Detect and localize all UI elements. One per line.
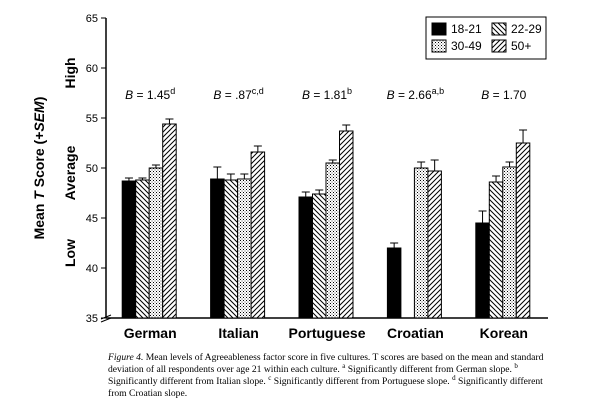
error-bar-german-50+: [165, 118, 174, 124]
category-label-german: German: [124, 325, 177, 341]
legend-label-18-21: 18-21: [451, 22, 482, 36]
figure-caption: Figure 4. Mean levels of Agreeableness f…: [108, 352, 548, 400]
caption-note-c: c Significantly different from Portugues…: [268, 373, 450, 387]
bar-korean-30-49: [502, 166, 517, 319]
error-bar-korean-50+: [519, 129, 528, 143]
bar-croatian-18-21: [386, 247, 402, 319]
error-bar-croatian-50+: [430, 159, 439, 171]
y-tick-label: 45: [86, 213, 98, 225]
legend-label-50+: 50+: [511, 39, 531, 53]
bar-portuguese-30-49: [325, 162, 340, 319]
category-label-italian: Italian: [218, 325, 258, 341]
side-label-low: Low: [62, 239, 78, 267]
category-label-korean: Korean: [480, 325, 528, 341]
caption-note-b: b Significantly different from Italian s…: [108, 361, 518, 387]
bar-italian-30-49: [237, 178, 252, 319]
bar-italian-22-29: [223, 179, 239, 319]
y-tick-label: 35: [86, 313, 98, 325]
legend-swatch-22-29: [491, 22, 507, 36]
legend-swatch-18-21: [431, 22, 447, 36]
bar-korean-22-29: [488, 181, 504, 319]
legend: 18-21 22-29 30-49 50+: [425, 16, 547, 60]
slope-annotation-croatian: B = 2.66a,b: [387, 86, 445, 102]
bar-portuguese-22-29: [312, 193, 327, 319]
y-tick-label: 65: [86, 13, 98, 25]
legend-label-22-29: 22-29: [511, 22, 542, 36]
y-tick-label: 60: [86, 63, 98, 75]
slope-annotation-italian: B = .87c,d: [213, 86, 263, 102]
y-tick-label: 50: [86, 163, 98, 175]
bar-portuguese-50+: [339, 130, 354, 319]
error-bar-croatian-18-21: [390, 242, 399, 248]
legend-swatch-50+: [491, 39, 507, 53]
legend-label-30-49: 30-49: [451, 39, 482, 53]
axis-break-mark: [100, 314, 112, 323]
bar-german-50+: [162, 123, 177, 319]
slope-annotation-portuguese: B = 1.81b: [302, 86, 352, 102]
bar-korean-50+: [515, 142, 531, 319]
figure-label: Figure 4.: [108, 352, 144, 363]
error-bar-german-30-49: [151, 164, 160, 168]
caption-note-a: a Significantly different from German sl…: [342, 361, 512, 375]
caption-note-d: d Significantly different from Croatian …: [108, 373, 543, 399]
error-bar-italian-30-49: [240, 173, 249, 179]
slope-annotation-german: B = 1.45d: [125, 86, 175, 102]
error-bar-italian-18-21: [213, 166, 222, 179]
bar-croatian-30-49: [413, 167, 429, 319]
error-bar-german-18-21: [124, 177, 133, 181]
bar-italian-50+: [250, 151, 266, 319]
bar-croatian-50+: [427, 170, 442, 319]
error-bar-korean-18-21: [478, 210, 487, 223]
category-label-portuguese: Portuguese: [288, 325, 365, 341]
error-bar-italian-50+: [253, 145, 262, 152]
error-bar-croatian-30-49: [417, 161, 426, 168]
bar-italian-18-21: [210, 178, 225, 319]
side-label-average: Average: [62, 145, 78, 200]
error-bar-korean-22-29: [492, 175, 501, 182]
error-bar-portuguese-22-29: [315, 189, 324, 194]
bar-portuguese-18-21: [298, 196, 313, 319]
y-axis-title: Mean T Score (+SEM): [31, 97, 47, 240]
agreeableness-bar-chart: 35 40 45 50 55 60 65 Low Average High Mean T Scor…: [31, 13, 548, 341]
error-bar-portuguese-18-21: [301, 191, 310, 197]
error-bar-portuguese-30-49: [328, 159, 337, 163]
slope-annotation-korean: B = 1.70: [481, 88, 526, 102]
error-bar-italian-22-29: [226, 173, 235, 180]
bar-german-22-29: [135, 179, 150, 319]
side-label-high: High: [62, 57, 78, 88]
category-label-croatian: Croatian: [387, 325, 444, 341]
bar-korean-18-21: [475, 222, 490, 319]
bar-german-18-21: [121, 180, 137, 319]
error-bar-korean-30-49: [505, 161, 514, 167]
error-bar-portuguese-50+: [342, 124, 351, 131]
error-bar-german-22-29: [138, 177, 147, 180]
y-tick-label: 55: [86, 113, 98, 125]
legend-swatch-30-49: [431, 39, 447, 53]
caption-text: Mean levels of Agreeableness factor scor…: [108, 352, 544, 375]
bar-german-30-49: [148, 167, 164, 319]
y-tick-label: 40: [86, 263, 98, 275]
